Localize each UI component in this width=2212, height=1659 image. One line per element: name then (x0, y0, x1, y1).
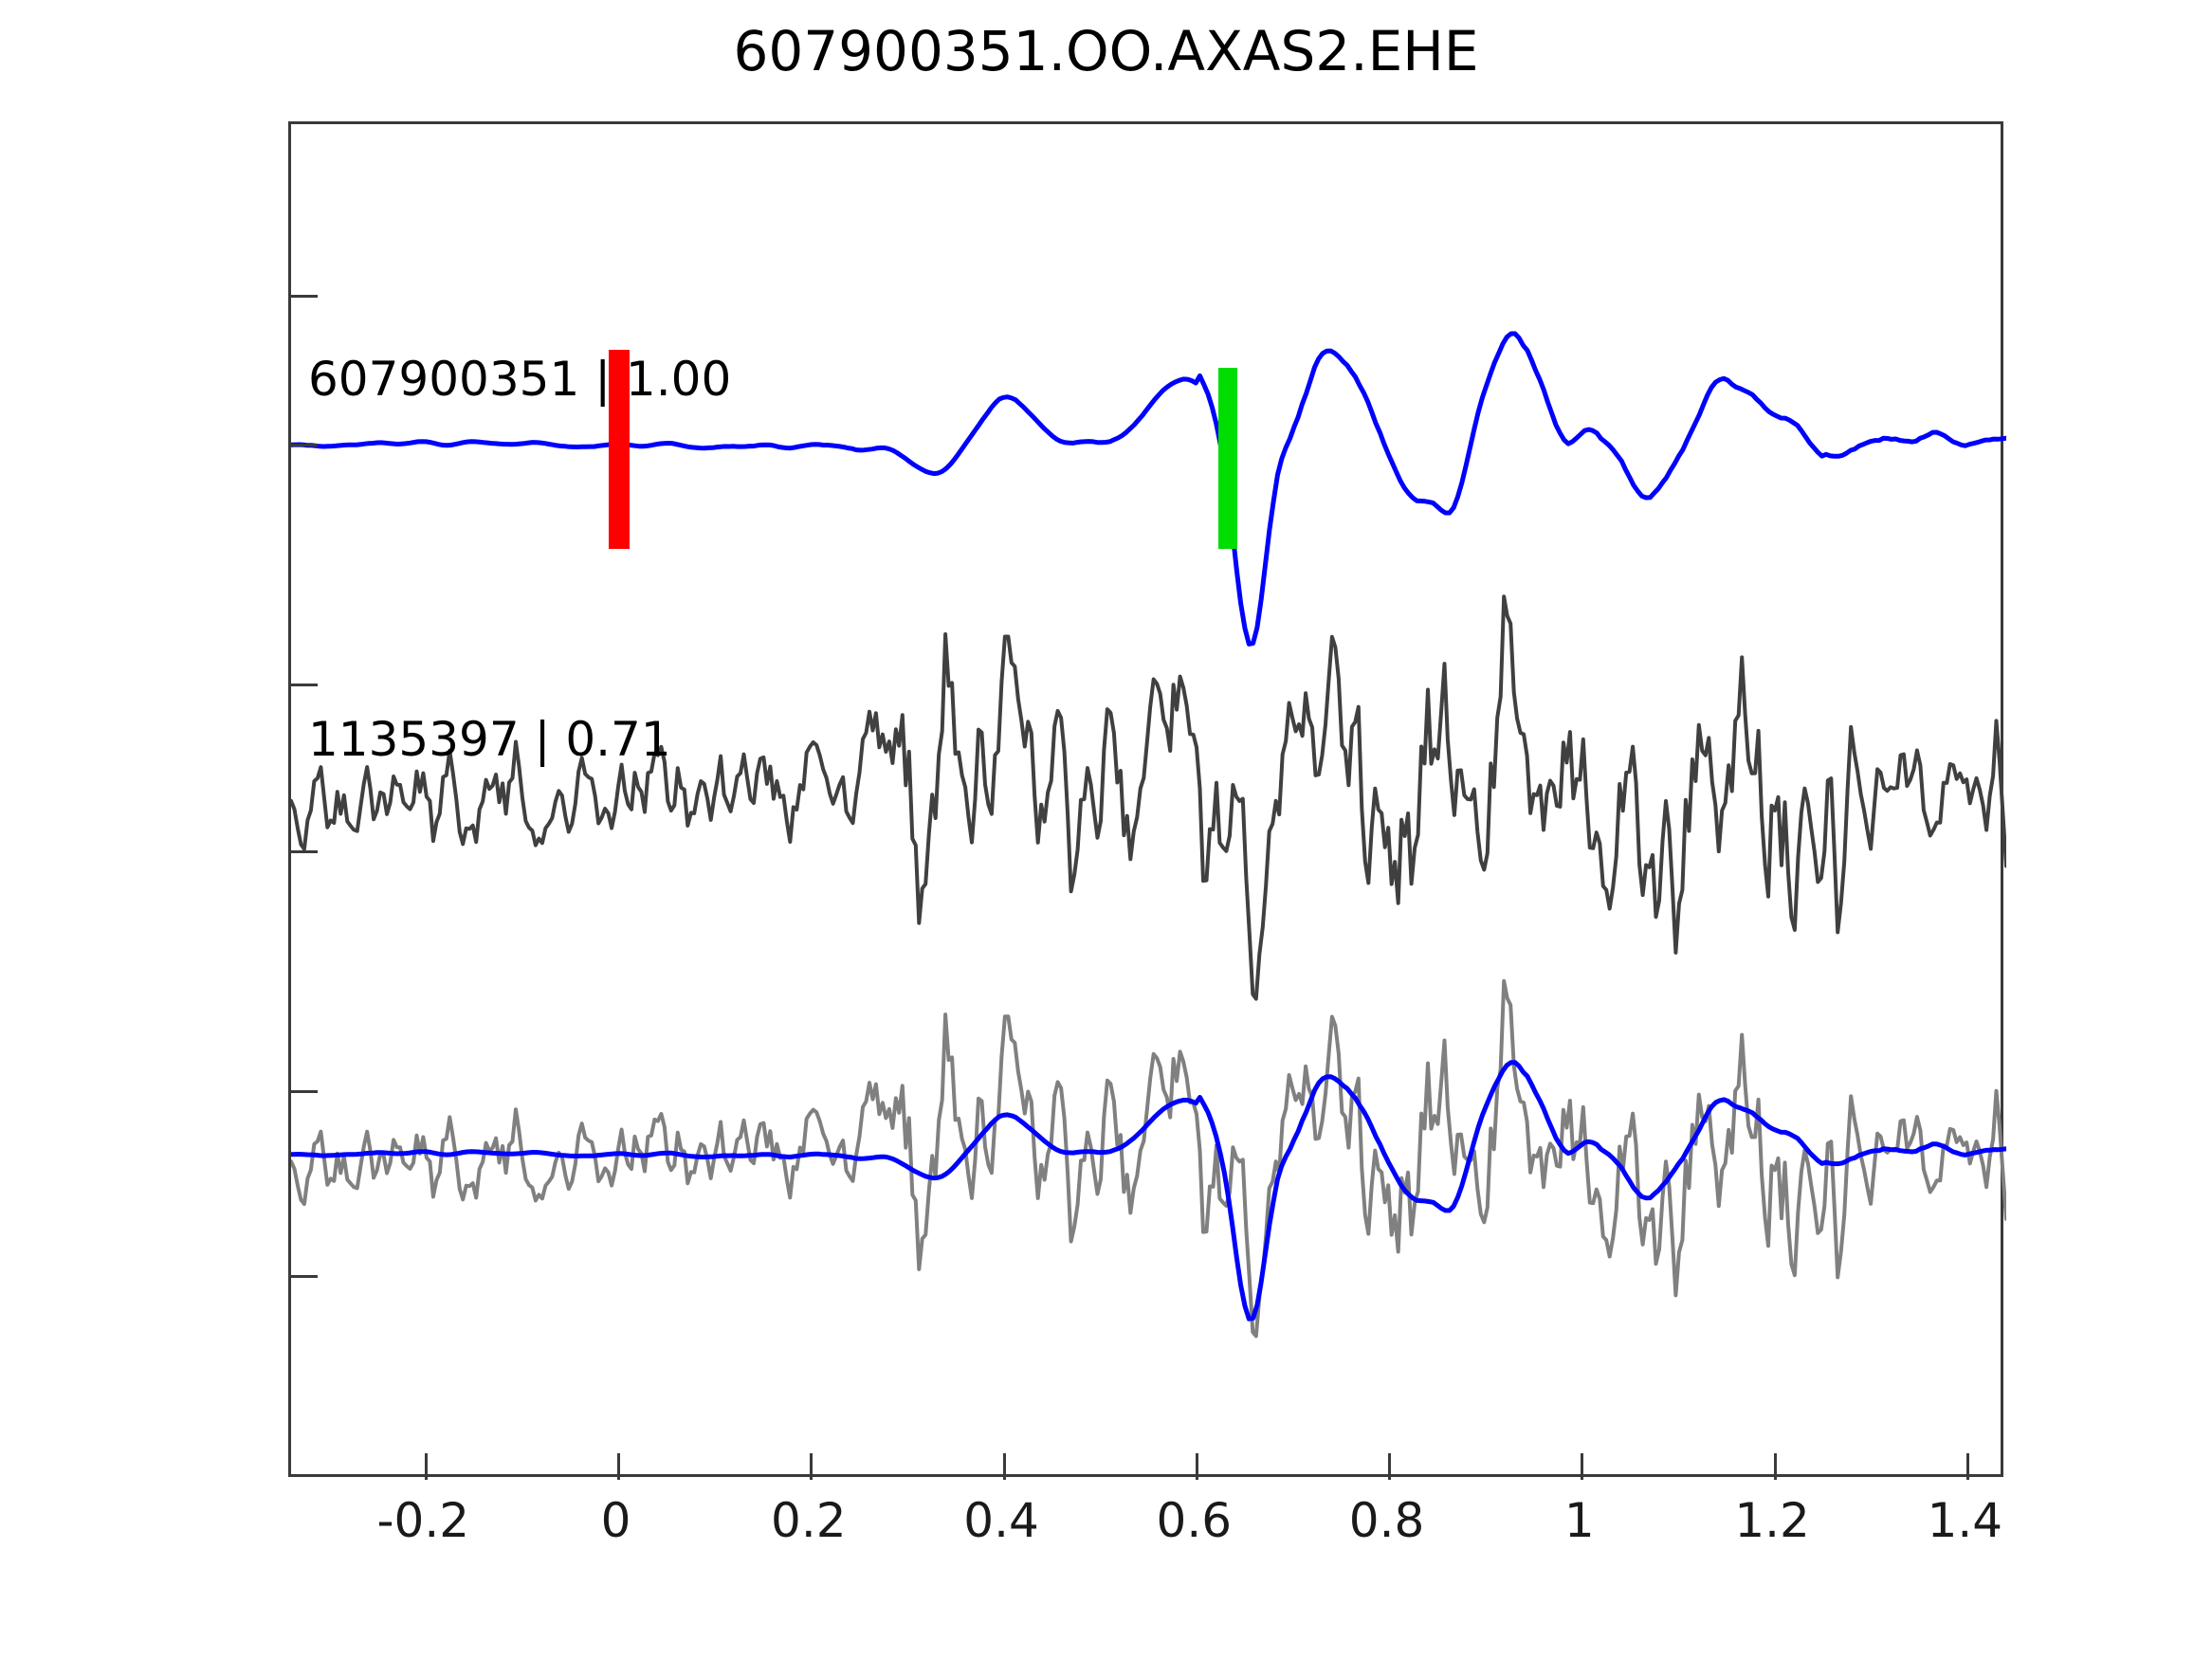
x-tick (810, 1453, 814, 1480)
x-tick (1388, 1453, 1392, 1480)
trace-template-panel1 (291, 331, 2006, 647)
y-tick (291, 683, 318, 686)
x-tick-label: 1.4 (1927, 1493, 2003, 1548)
x-tick-label: 0.6 (1156, 1493, 1233, 1548)
x-tick-label: 1 (1563, 1493, 1595, 1548)
y-tick (291, 443, 318, 447)
trace-label-detection: 1135397 | 0.71 (308, 712, 671, 767)
x-tick (1773, 1453, 1777, 1480)
trace-overlay-template-panel3 (291, 1060, 2006, 1322)
waveform-canvas (291, 331, 2006, 1339)
x-tick (1581, 1453, 1584, 1480)
trace-label-template: 607900351 | 1.00 (308, 352, 732, 407)
x-tick (1965, 1453, 1969, 1480)
trace-overlay-detection-panel3 (291, 978, 2006, 1339)
y-tick (291, 1089, 318, 1093)
x-tick-label: 0.8 (1348, 1493, 1425, 1548)
y-tick (291, 1275, 318, 1278)
page-title: 607900351.OO.AXAS2.EHE (733, 19, 1479, 83)
x-tick-label: 0.2 (771, 1493, 847, 1548)
x-tick (424, 1453, 428, 1480)
x-tick (617, 1453, 621, 1480)
x-tick-label: 0 (600, 1493, 631, 1548)
x-tick (1002, 1453, 1006, 1480)
p-pick-marker (608, 350, 630, 550)
x-tick-label: 1.2 (1734, 1493, 1810, 1548)
y-tick (291, 849, 318, 853)
plot-area: 607900351 | 1.00 1135397 | 0.71 (288, 121, 2006, 1480)
s-pick-marker (1217, 368, 1237, 550)
trace-detection-panel2 (291, 594, 2006, 1001)
x-tick-label: -0.2 (376, 1493, 470, 1548)
x-tick (1195, 1453, 1198, 1480)
y-tick (291, 294, 318, 298)
x-tick-label: 0.4 (963, 1493, 1039, 1548)
